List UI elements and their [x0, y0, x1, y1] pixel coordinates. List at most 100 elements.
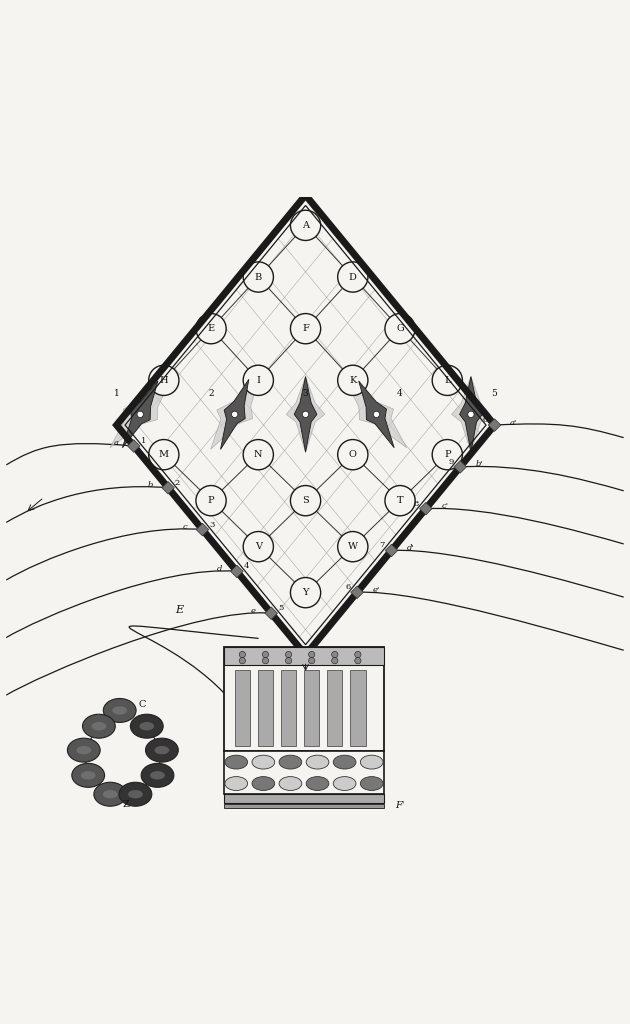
Text: K: K	[349, 376, 357, 385]
Bar	[224, 752, 384, 795]
Polygon shape	[220, 379, 249, 450]
Text: I: I	[256, 376, 260, 385]
Polygon shape	[488, 419, 501, 431]
Text: B: B	[255, 272, 262, 282]
Text: E: E	[176, 604, 183, 614]
Circle shape	[302, 412, 309, 418]
Text: 5: 5	[491, 389, 498, 398]
Text: F': F'	[396, 801, 404, 810]
Text: E: E	[207, 325, 215, 333]
Text: S: S	[302, 497, 309, 505]
Text: M: M	[159, 451, 169, 459]
Text: d: d	[217, 565, 222, 572]
Polygon shape	[110, 381, 170, 447]
Circle shape	[385, 485, 415, 516]
Circle shape	[243, 262, 273, 292]
Ellipse shape	[360, 755, 383, 769]
Text: W: W	[348, 542, 358, 551]
Ellipse shape	[360, 776, 383, 791]
Circle shape	[262, 651, 268, 657]
Bar	[328, 670, 343, 746]
Text: 9: 9	[448, 458, 454, 466]
Circle shape	[467, 412, 474, 418]
Text: A: A	[302, 221, 309, 229]
Polygon shape	[385, 544, 398, 557]
Ellipse shape	[279, 776, 302, 791]
Circle shape	[243, 439, 273, 470]
Polygon shape	[294, 377, 317, 453]
Circle shape	[149, 366, 179, 395]
Text: Z: Z	[123, 801, 129, 809]
Bar	[224, 647, 384, 666]
Polygon shape	[210, 379, 259, 450]
Ellipse shape	[154, 745, 169, 755]
Text: 3: 3	[209, 520, 215, 528]
Text: 4: 4	[397, 389, 403, 398]
Polygon shape	[452, 377, 490, 453]
Polygon shape	[351, 586, 364, 599]
Circle shape	[285, 651, 292, 657]
Text: b': b'	[475, 461, 483, 468]
Circle shape	[243, 531, 273, 562]
Ellipse shape	[83, 714, 115, 738]
Text: Y: Y	[302, 588, 309, 597]
Bar	[224, 647, 384, 752]
Ellipse shape	[150, 771, 165, 779]
Circle shape	[149, 439, 179, 470]
Text: V: V	[255, 542, 262, 551]
Bar	[235, 670, 250, 746]
Text: O: O	[349, 451, 357, 459]
Ellipse shape	[225, 776, 248, 791]
Ellipse shape	[67, 738, 100, 762]
Ellipse shape	[72, 763, 105, 787]
Circle shape	[290, 313, 321, 344]
Circle shape	[290, 485, 321, 516]
Polygon shape	[454, 461, 466, 473]
Polygon shape	[196, 523, 209, 536]
Text: c: c	[183, 523, 187, 531]
Text: e: e	[251, 606, 256, 614]
Circle shape	[355, 657, 361, 664]
Ellipse shape	[225, 755, 248, 769]
Text: G: G	[396, 325, 404, 333]
Ellipse shape	[146, 738, 178, 762]
Ellipse shape	[119, 782, 152, 806]
Text: c': c'	[441, 502, 448, 510]
Text: 7: 7	[379, 542, 385, 550]
Circle shape	[385, 313, 415, 344]
Circle shape	[239, 657, 246, 664]
Bar	[304, 670, 319, 746]
Bar	[258, 670, 273, 746]
Circle shape	[285, 657, 292, 664]
Ellipse shape	[91, 722, 106, 730]
Text: N: N	[254, 451, 263, 459]
Text: 2: 2	[175, 479, 180, 486]
Bar	[350, 670, 365, 746]
Text: 4: 4	[244, 562, 249, 570]
Text: b: b	[148, 481, 153, 489]
Bar	[281, 670, 296, 746]
Ellipse shape	[112, 707, 127, 715]
Circle shape	[137, 412, 143, 418]
Polygon shape	[460, 377, 483, 453]
Text: 3: 3	[303, 389, 308, 398]
Text: 0: 0	[483, 416, 488, 424]
Ellipse shape	[94, 782, 127, 806]
Text: C: C	[138, 699, 146, 709]
Polygon shape	[286, 377, 325, 453]
Ellipse shape	[76, 745, 91, 755]
Circle shape	[432, 439, 462, 470]
Ellipse shape	[103, 791, 118, 799]
Text: F: F	[302, 325, 309, 333]
Text: P: P	[444, 451, 450, 459]
Text: a: a	[113, 439, 118, 447]
Circle shape	[331, 651, 338, 657]
Ellipse shape	[103, 698, 136, 722]
Text: 1: 1	[113, 389, 120, 398]
Circle shape	[239, 651, 246, 657]
Ellipse shape	[333, 776, 356, 791]
Ellipse shape	[128, 791, 143, 799]
Bar	[224, 804, 384, 808]
Circle shape	[196, 485, 226, 516]
Ellipse shape	[306, 755, 329, 769]
